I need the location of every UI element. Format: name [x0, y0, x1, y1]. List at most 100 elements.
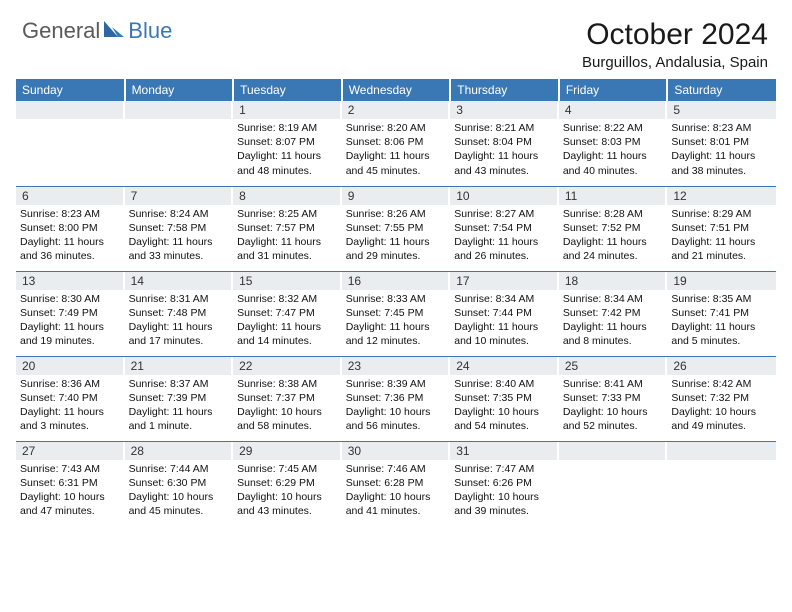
day-number: 10 — [450, 187, 559, 205]
day-number: 24 — [450, 357, 559, 375]
day-info-line: Sunset: 7:45 PM — [346, 306, 447, 320]
day-body: Sunrise: 8:23 AMSunset: 8:00 PMDaylight:… — [16, 205, 125, 266]
calendar-day-cell: 11Sunrise: 8:28 AMSunset: 7:52 PMDayligh… — [559, 186, 668, 271]
day-info-line: Sunset: 7:48 PM — [129, 306, 230, 320]
day-info-line: and 58 minutes. — [237, 419, 338, 433]
day-number: 12 — [667, 187, 776, 205]
calendar-day-cell: 4Sunrise: 8:22 AMSunset: 8:03 PMDaylight… — [559, 101, 668, 186]
day-info-line: Daylight: 10 hours — [563, 405, 664, 419]
calendar-day-cell: 6Sunrise: 8:23 AMSunset: 8:00 PMDaylight… — [16, 186, 125, 271]
day-info-line: Daylight: 11 hours — [20, 320, 121, 334]
day-info-line: Daylight: 11 hours — [20, 405, 121, 419]
day-info-line: Daylight: 11 hours — [346, 149, 447, 163]
day-number: 16 — [342, 272, 451, 290]
day-info-line: Daylight: 10 hours — [671, 405, 772, 419]
day-number: 15 — [233, 272, 342, 290]
day-number: 23 — [342, 357, 451, 375]
day-body — [667, 460, 776, 464]
calendar-day-cell: 25Sunrise: 8:41 AMSunset: 7:33 PMDayligh… — [559, 356, 668, 441]
day-info-line: Sunset: 7:37 PM — [237, 391, 338, 405]
day-info-line: Sunrise: 8:39 AM — [346, 377, 447, 391]
day-number: 17 — [450, 272, 559, 290]
calendar-week-row: 13Sunrise: 8:30 AMSunset: 7:49 PMDayligh… — [16, 271, 776, 356]
day-info-line: Daylight: 10 hours — [454, 490, 555, 504]
day-body: Sunrise: 8:39 AMSunset: 7:36 PMDaylight:… — [342, 375, 451, 436]
day-info-line: and 33 minutes. — [129, 249, 230, 263]
calendar-day-cell: 3Sunrise: 8:21 AMSunset: 8:04 PMDaylight… — [450, 101, 559, 186]
logo-sail-icon — [102, 19, 126, 44]
day-number: 30 — [342, 442, 451, 460]
weekday-header: Monday — [125, 79, 234, 101]
day-info-line: and 31 minutes. — [237, 249, 338, 263]
day-info-line: Sunset: 7:42 PM — [563, 306, 664, 320]
logo: General Blue — [16, 18, 172, 44]
day-info-line: and 1 minute. — [129, 419, 230, 433]
calendar-day-cell: 15Sunrise: 8:32 AMSunset: 7:47 PMDayligh… — [233, 271, 342, 356]
calendar-day-cell: 26Sunrise: 8:42 AMSunset: 7:32 PMDayligh… — [667, 356, 776, 441]
day-info-line: Sunset: 7:36 PM — [346, 391, 447, 405]
calendar-day-cell — [559, 441, 668, 526]
day-number: 25 — [559, 357, 668, 375]
day-info-line: Daylight: 10 hours — [346, 405, 447, 419]
day-body: Sunrise: 8:20 AMSunset: 8:06 PMDaylight:… — [342, 119, 451, 180]
day-number: 29 — [233, 442, 342, 460]
day-number — [125, 101, 234, 119]
day-info-line: and 56 minutes. — [346, 419, 447, 433]
day-info-line: and 5 minutes. — [671, 334, 772, 348]
day-number: 26 — [667, 357, 776, 375]
day-info-line: Sunset: 7:51 PM — [671, 221, 772, 235]
day-info-line: Daylight: 10 hours — [237, 490, 338, 504]
day-info-line: and 17 minutes. — [129, 334, 230, 348]
day-info-line: Sunset: 7:49 PM — [20, 306, 121, 320]
calendar-day-cell: 10Sunrise: 8:27 AMSunset: 7:54 PMDayligh… — [450, 186, 559, 271]
calendar-day-cell: 14Sunrise: 8:31 AMSunset: 7:48 PMDayligh… — [125, 271, 234, 356]
day-info-line: Sunrise: 8:41 AM — [563, 377, 664, 391]
day-info-line: Sunset: 7:47 PM — [237, 306, 338, 320]
day-body: Sunrise: 8:41 AMSunset: 7:33 PMDaylight:… — [559, 375, 668, 436]
day-info-line: and 45 minutes. — [346, 164, 447, 178]
day-info-line: Sunset: 8:06 PM — [346, 135, 447, 149]
day-info-line: Daylight: 11 hours — [237, 235, 338, 249]
calendar-day-cell — [16, 101, 125, 186]
day-number: 8 — [233, 187, 342, 205]
day-info-line: Sunset: 8:00 PM — [20, 221, 121, 235]
calendar-day-cell: 13Sunrise: 8:30 AMSunset: 7:49 PMDayligh… — [16, 271, 125, 356]
day-info-line: and 38 minutes. — [671, 164, 772, 178]
day-info-line: Sunrise: 8:35 AM — [671, 292, 772, 306]
day-number: 11 — [559, 187, 668, 205]
calendar-day-cell: 24Sunrise: 8:40 AMSunset: 7:35 PMDayligh… — [450, 356, 559, 441]
calendar-table: Sunday Monday Tuesday Wednesday Thursday… — [16, 79, 776, 526]
day-body: Sunrise: 8:29 AMSunset: 7:51 PMDaylight:… — [667, 205, 776, 266]
day-number: 31 — [450, 442, 559, 460]
day-info-line: and 41 minutes. — [346, 504, 447, 518]
calendar-week-row: 20Sunrise: 8:36 AMSunset: 7:40 PMDayligh… — [16, 356, 776, 441]
day-body: Sunrise: 8:30 AMSunset: 7:49 PMDaylight:… — [16, 290, 125, 351]
calendar-day-cell: 19Sunrise: 8:35 AMSunset: 7:41 PMDayligh… — [667, 271, 776, 356]
calendar-day-cell: 28Sunrise: 7:44 AMSunset: 6:30 PMDayligh… — [125, 441, 234, 526]
day-body: Sunrise: 8:24 AMSunset: 7:58 PMDaylight:… — [125, 205, 234, 266]
day-number: 4 — [559, 101, 668, 119]
calendar-day-cell — [125, 101, 234, 186]
day-info-line: Sunrise: 8:24 AM — [129, 207, 230, 221]
calendar-week-row: 6Sunrise: 8:23 AMSunset: 8:00 PMDaylight… — [16, 186, 776, 271]
weekday-header: Saturday — [667, 79, 776, 101]
day-body: Sunrise: 7:47 AMSunset: 6:26 PMDaylight:… — [450, 460, 559, 521]
calendar-week-row: 1Sunrise: 8:19 AMSunset: 8:07 PMDaylight… — [16, 101, 776, 186]
day-info-line: and 19 minutes. — [20, 334, 121, 348]
day-info-line: Sunset: 8:07 PM — [237, 135, 338, 149]
day-info-line: Sunset: 6:28 PM — [346, 476, 447, 490]
day-body: Sunrise: 8:37 AMSunset: 7:39 PMDaylight:… — [125, 375, 234, 436]
day-info-line: Daylight: 11 hours — [346, 320, 447, 334]
day-number: 27 — [16, 442, 125, 460]
calendar-day-cell: 18Sunrise: 8:34 AMSunset: 7:42 PMDayligh… — [559, 271, 668, 356]
day-info-line: and 54 minutes. — [454, 419, 555, 433]
day-info-line: Sunrise: 8:32 AM — [237, 292, 338, 306]
day-info-line: Daylight: 11 hours — [346, 235, 447, 249]
day-info-line: Sunset: 8:03 PM — [563, 135, 664, 149]
day-info-line: and 52 minutes. — [563, 419, 664, 433]
day-info-line: Sunrise: 8:21 AM — [454, 121, 555, 135]
day-info-line: Daylight: 10 hours — [454, 405, 555, 419]
day-body: Sunrise: 8:34 AMSunset: 7:44 PMDaylight:… — [450, 290, 559, 351]
day-number: 21 — [125, 357, 234, 375]
calendar-day-cell: 16Sunrise: 8:33 AMSunset: 7:45 PMDayligh… — [342, 271, 451, 356]
